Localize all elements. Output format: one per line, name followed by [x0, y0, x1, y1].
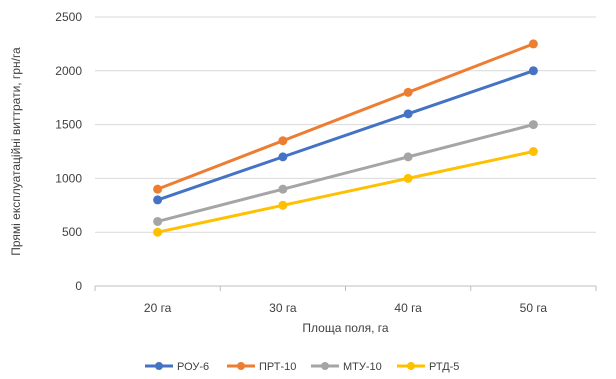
- legend-item: РОУ-6: [145, 361, 209, 373]
- y-tick-label: 2000: [55, 64, 82, 78]
- x-tick-label: 20 га: [144, 301, 172, 315]
- data-point: [528, 39, 538, 49]
- legend-item: РТД-5: [397, 361, 459, 373]
- x-tick-labels: 20 га 30 га 40 га 50 га: [144, 301, 548, 315]
- legend-label: РТД-5: [429, 361, 459, 373]
- data-point: [153, 227, 163, 237]
- y-tick-labels: 0 500 1000 1500 2000 2500: [55, 10, 82, 293]
- series-line: [157, 69, 534, 202]
- y-tick-label: 1000: [55, 171, 82, 185]
- data-point: [278, 184, 288, 194]
- legend-label: ПРТ-10: [259, 361, 296, 373]
- data-point: [528, 147, 538, 156]
- data-point: [153, 184, 163, 194]
- legend-item: МТУ-10: [311, 361, 382, 373]
- series-3: [153, 120, 538, 226]
- data-point: [403, 109, 413, 119]
- series-line: [157, 150, 534, 234]
- legend-swatch-marker: [407, 362, 415, 370]
- x-axis-title: Площа поля, га: [302, 321, 389, 335]
- y-tick-label: 500: [62, 225, 82, 239]
- series-2: [153, 39, 538, 194]
- legend-swatch-marker: [155, 362, 163, 370]
- legend-swatch-marker: [237, 362, 245, 370]
- legend-label: РОУ-6: [177, 361, 209, 373]
- y-axis-title: Прямі експлуатаційні виттрати, грн/га: [9, 47, 23, 256]
- y-tick-label: 1500: [55, 118, 82, 132]
- data-point: [403, 152, 413, 162]
- legend: РОУ-6 ПРТ-10 МТУ-10 РТД-5: [145, 361, 459, 373]
- x-tick-label: 30 га: [269, 301, 297, 315]
- data-point: [278, 136, 288, 146]
- series-4: [153, 147, 538, 237]
- data-point: [528, 66, 538, 76]
- data-point: [153, 195, 163, 205]
- legend-item: ПРТ-10: [227, 361, 296, 373]
- data-point: [403, 173, 413, 183]
- series-line: [157, 123, 534, 223]
- series-layer: [153, 39, 538, 237]
- data-point: [528, 120, 538, 130]
- y-tick-label: 2500: [55, 10, 82, 24]
- legend-swatch-marker: [321, 362, 329, 370]
- series-line: [157, 42, 534, 191]
- x-tick-label: 50 га: [520, 301, 548, 315]
- legend-label: МТУ-10: [343, 361, 382, 373]
- data-point: [153, 216, 163, 226]
- axes: [94, 285, 597, 291]
- y-tick-label: 0: [75, 279, 82, 293]
- data-point: [403, 87, 413, 97]
- grid-lines: [95, 16, 596, 233]
- x-tick-label: 40 га: [394, 301, 422, 315]
- data-point: [278, 200, 288, 210]
- series-1: [153, 66, 538, 205]
- data-point: [278, 152, 288, 162]
